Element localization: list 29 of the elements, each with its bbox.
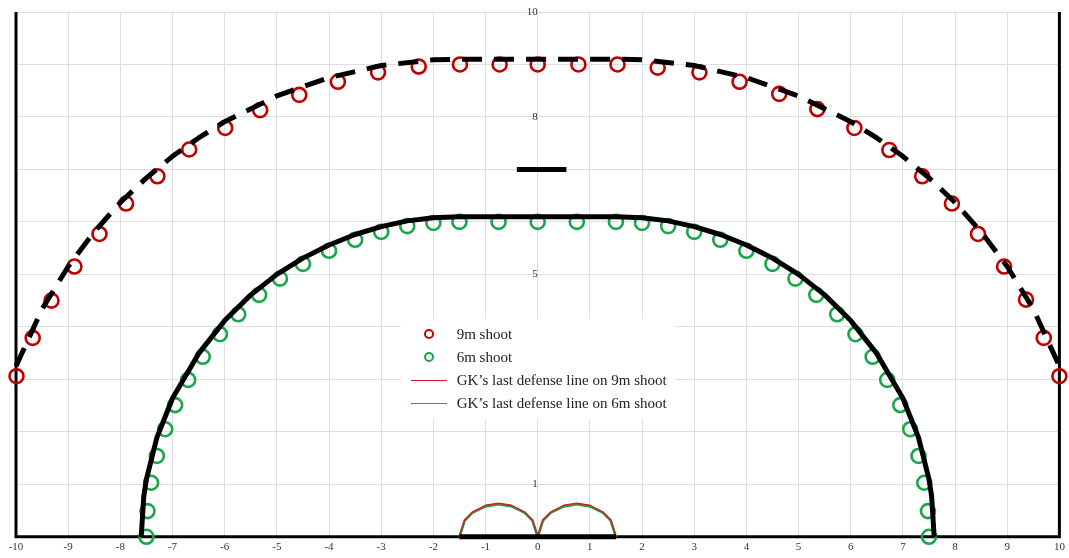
y-tick-label: 8 [532,109,539,122]
x-tick-label: 3 [691,540,698,553]
x-tick-label: -9 [63,540,74,553]
x-tick-label: 8 [952,540,959,553]
legend-label: GK’s last defense line on 6m shoot [456,394,667,412]
x-tick-label: 1 [587,540,593,553]
x-tick-label: -8 [115,540,126,553]
x-tick-label: 9 [1004,540,1011,553]
x-tick-label: -10 [8,540,24,553]
legend-label: GK’s last defense line on 9m shoot [456,371,667,389]
x-tick-label: 7 [900,540,907,553]
x-tick-label: 10 [1053,540,1066,553]
x-tick-label: -2 [428,540,438,553]
y-tick-label: 10 [526,4,539,17]
x-tick-label: 5 [795,540,802,553]
x-tick-label: -4 [324,540,335,553]
legend-label: 6m shoot [456,348,513,366]
x-tick-label: -7 [167,540,178,553]
y-tick-label: 1 [532,477,538,490]
x-tick-label: -6 [220,540,230,553]
x-tick-label: -1 [480,540,491,553]
x-tick-label: 6 [847,540,854,553]
x-tick-label: 0 [534,540,541,553]
x-tick-label: 2 [639,540,645,553]
y-tick-label: 5 [532,267,539,280]
legend-label: 9m shoot [456,325,513,343]
x-tick-label: -5 [272,540,282,553]
x-tick-label: -3 [376,540,387,553]
x-tick-label: 4 [743,540,750,553]
